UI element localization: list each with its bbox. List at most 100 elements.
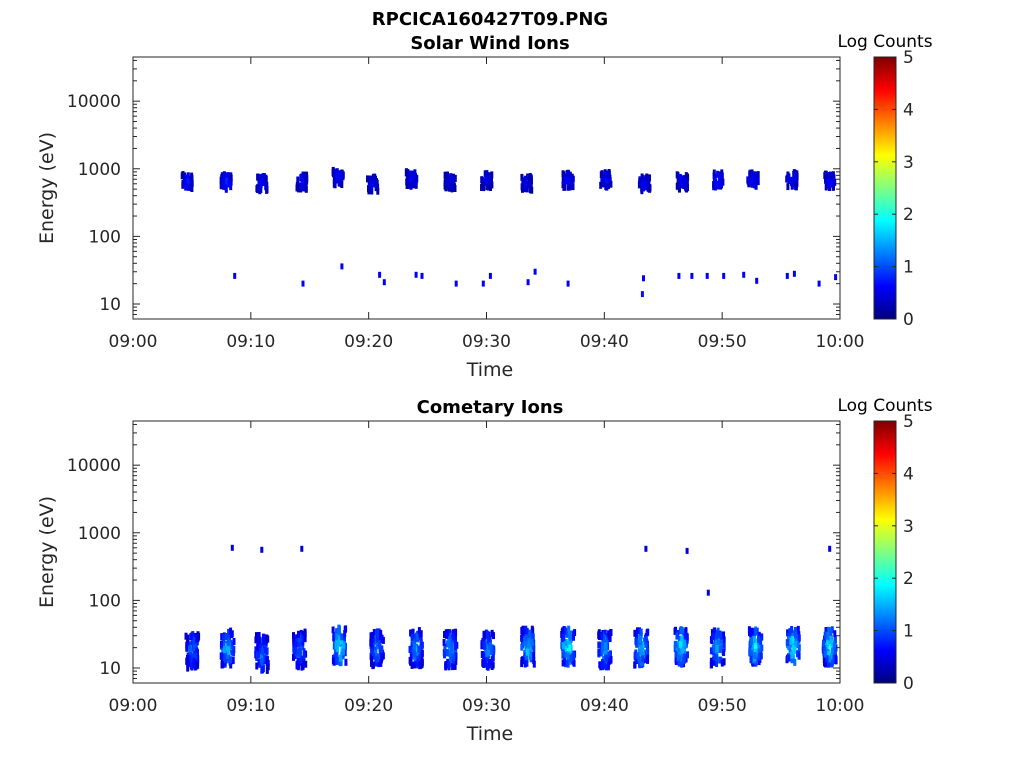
data-cell — [830, 172, 834, 180]
data-cell — [232, 638, 236, 645]
data-cell — [642, 184, 646, 192]
data-cell — [530, 186, 534, 194]
data-cell — [184, 632, 188, 640]
data-cell — [797, 644, 801, 652]
data-cell — [295, 634, 299, 642]
data-cell — [450, 648, 454, 656]
y-tick-label: 10000 — [67, 456, 121, 476]
data-point — [706, 589, 710, 596]
data-cell — [713, 183, 717, 191]
data-cell — [454, 657, 458, 665]
data-cell — [644, 635, 648, 643]
data-cell — [191, 661, 195, 669]
data-cell — [379, 659, 383, 667]
data-cell — [370, 647, 374, 655]
data-cell — [230, 648, 234, 656]
data-cell — [685, 632, 689, 640]
data-cell — [337, 639, 341, 646]
data-cell — [420, 659, 424, 666]
data-cell — [563, 658, 567, 666]
data-cell — [443, 631, 446, 638]
data-cell — [232, 646, 236, 653]
data-cell — [827, 655, 831, 663]
data-point — [414, 271, 418, 278]
data-cell — [190, 656, 194, 664]
data-cell — [601, 634, 605, 642]
data-cell — [722, 649, 726, 656]
data-cell — [757, 653, 761, 661]
data-cell — [259, 185, 263, 193]
data-cell — [220, 661, 224, 669]
data-cell — [369, 175, 372, 183]
data-point — [260, 546, 264, 553]
data-cell — [453, 639, 457, 647]
data-cell — [520, 634, 524, 642]
data-point — [230, 544, 234, 551]
data-cell — [190, 180, 194, 187]
data-blob — [255, 173, 269, 195]
data-cell — [682, 657, 686, 664]
x-tick-label: 09:20 — [344, 696, 393, 716]
data-cell — [715, 660, 719, 667]
x-tick-label: 09:50 — [698, 696, 747, 716]
data-cell — [369, 640, 373, 648]
data-cell — [411, 179, 415, 187]
data-cell — [334, 642, 338, 649]
data-blob — [369, 628, 385, 670]
data-cell — [196, 631, 200, 639]
data-cell — [255, 653, 259, 661]
data-cell — [341, 648, 345, 656]
data-cell — [750, 637, 753, 645]
data-cell — [304, 650, 308, 658]
data-cell — [531, 627, 535, 635]
data-cell — [829, 653, 833, 661]
data-cell — [572, 651, 576, 659]
data-blob — [673, 626, 689, 668]
data-cell — [230, 631, 233, 638]
data-cell — [451, 629, 455, 637]
data-cell — [481, 177, 485, 185]
data-cell — [568, 638, 572, 646]
data-cell — [331, 626, 335, 634]
data-cell — [753, 181, 757, 189]
data-point — [834, 274, 838, 281]
data-cell — [443, 651, 446, 659]
data-point — [454, 280, 458, 287]
data-cell — [566, 641, 570, 649]
data-cell — [492, 632, 495, 640]
data-cell — [677, 659, 681, 667]
colorbar-gradient — [873, 56, 897, 320]
data-cell — [792, 631, 796, 639]
data-cell — [831, 647, 835, 655]
data-cell — [635, 657, 639, 664]
data-cell — [262, 637, 266, 645]
data-cell — [453, 628, 457, 636]
x-tick-label: 09:40 — [580, 696, 629, 716]
data-cell — [183, 172, 187, 180]
data-cell — [229, 183, 233, 191]
data-cell — [719, 173, 723, 181]
data-cell — [827, 650, 831, 658]
data-cell — [334, 652, 338, 660]
data-cell — [607, 175, 611, 183]
data-cell — [572, 659, 576, 667]
colorbar-gradient — [873, 420, 897, 684]
data-cell — [715, 632, 719, 640]
data-cell — [418, 654, 422, 662]
data-cell — [830, 180, 834, 188]
data-cell — [757, 658, 761, 666]
data-cell — [712, 653, 716, 661]
data-cell — [792, 645, 796, 653]
data-blob — [443, 171, 457, 193]
x-tick-label: 09:00 — [109, 332, 158, 352]
data-cell — [833, 656, 837, 664]
data-cell — [605, 651, 609, 658]
colorbar-tick-label: 0 — [903, 310, 914, 330]
data-cell — [674, 650, 678, 658]
data-blob — [180, 171, 194, 192]
data-cell — [414, 172, 417, 180]
data-cell — [790, 651, 794, 659]
data-cell — [532, 645, 536, 653]
data-cell — [371, 631, 375, 639]
data-cell — [828, 637, 832, 645]
